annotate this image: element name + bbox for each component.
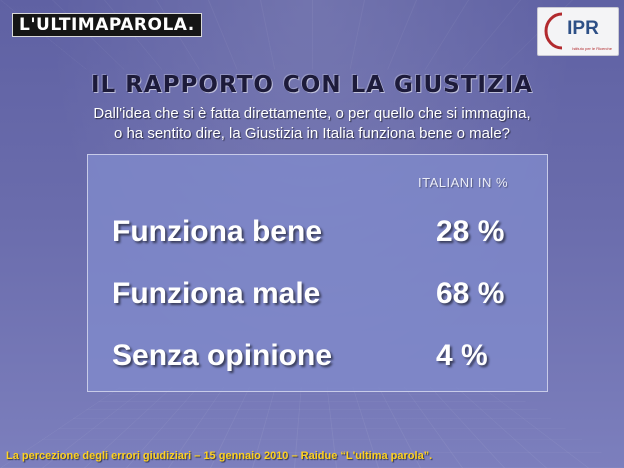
result-value-funziona-bene: 28 %	[436, 215, 505, 248]
brand-logo-text: L'ULTIMAPAROLA.	[19, 15, 195, 35]
results-panel: ITALIANI IN % Funziona bene 28 % Funzion…	[87, 154, 548, 392]
column-header: ITALIANI IN %	[418, 175, 509, 190]
slide-title: IL RAPPORTO CON LA GIUSTIZIA	[90, 72, 534, 98]
result-label-funziona-male: Funziona male	[112, 277, 321, 310]
ultima-parola-logo: L'ULTIMAPAROLA.	[12, 13, 202, 37]
survey-question: Dall'idea che si è fatta direttamente, o…	[0, 104, 624, 144]
ipr-logo: IPR Istituto per le Ricerche	[537, 7, 619, 56]
result-label-funziona-bene: Funziona bene	[112, 215, 322, 248]
result-value-funziona-male: 68 %	[436, 277, 505, 310]
result-label-senza-opinione: Senza opinione	[112, 339, 333, 372]
result-value-senza-opinione: 4 %	[436, 339, 488, 372]
ipr-arc-icon	[544, 12, 563, 50]
question-line-1: Dall'idea che si è fatta direttamente, o…	[93, 105, 531, 122]
question-line-2: o ha sentito dire, la Giustizia in Itali…	[113, 125, 511, 142]
ipr-logo-subtext: Istituto per le Ricerche	[572, 46, 612, 51]
ipr-logo-text: IPR	[567, 17, 599, 39]
footer-caption: La percezione degli errori giudiziari – …	[6, 450, 433, 462]
